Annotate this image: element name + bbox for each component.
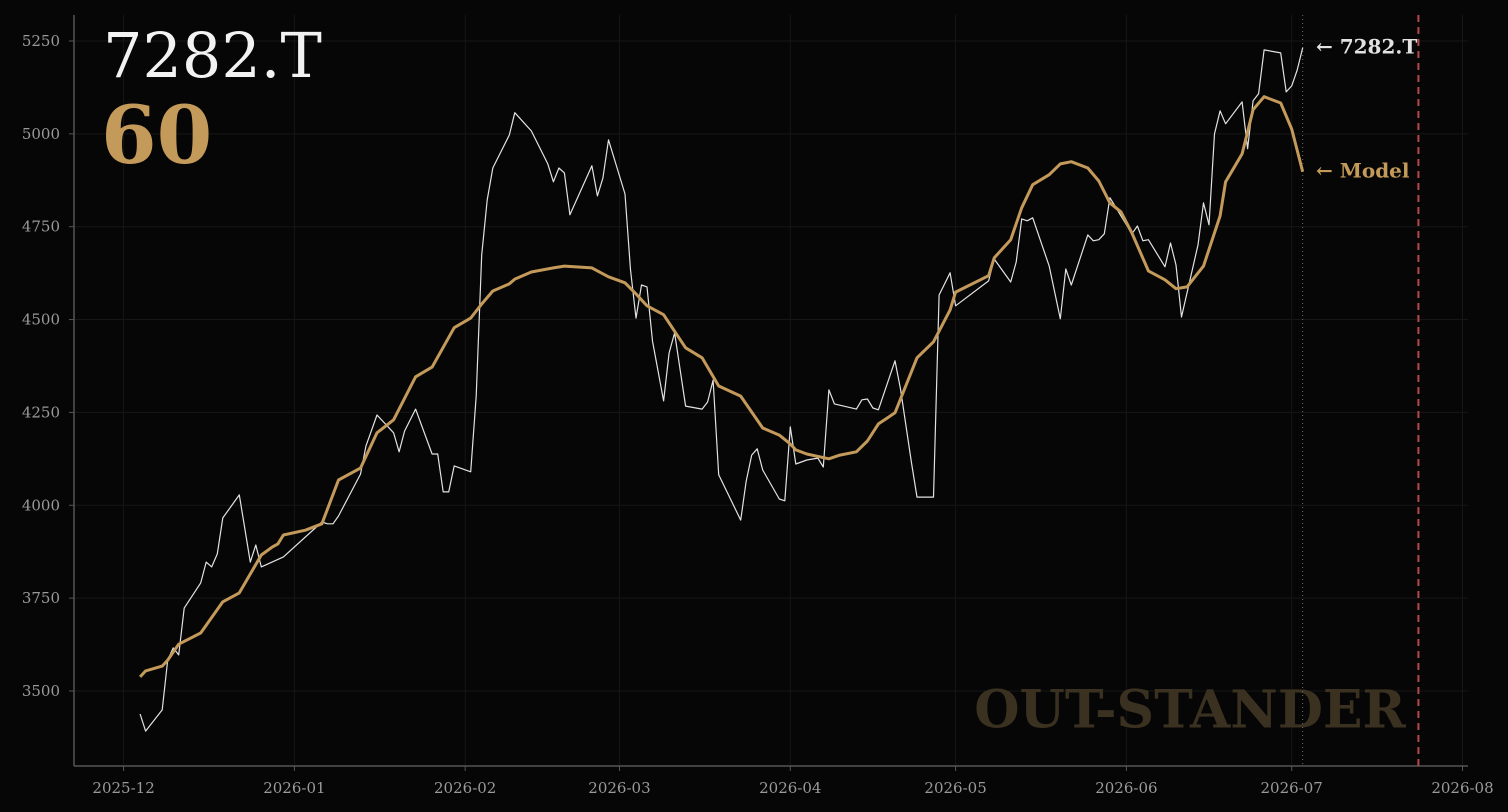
y-tick-label: 4250 [22, 403, 60, 421]
x-tick-label: 2026-07 [1261, 779, 1323, 797]
x-tick-label: 2026-04 [759, 779, 821, 797]
grid: 3500 3750 4000 4250 4500 4750 5000 5250 2025-12 2… [22, 15, 1494, 797]
x-tick-label: 2026-02 [434, 779, 496, 797]
end-label: ← Model [1316, 159, 1410, 183]
plot: ← 7282.T ← Model [138, 15, 1420, 766]
x-tick-label: 2026-06 [1095, 779, 1157, 797]
chart-title: 7282.T [103, 19, 322, 92]
y-tick-label: 4750 [22, 218, 60, 236]
end-label: ← 7282.T [1316, 35, 1417, 59]
y-tick-label: 3750 [22, 589, 60, 607]
y-tick-label: 4500 [22, 311, 60, 329]
x-tick-label: 2026-05 [924, 779, 986, 797]
x-tick-label: 2026-01 [263, 779, 325, 797]
y-tick-label: 5000 [22, 125, 60, 143]
y-tick-label: 5250 [22, 32, 60, 50]
y-tick-label: 4000 [22, 496, 60, 514]
headline-score: 60 [101, 88, 212, 182]
x-tick-label: 2026-08 [1431, 779, 1493, 797]
y-tick-label: 3500 [22, 682, 60, 700]
series-line [139, 47, 1304, 732]
series-line [138, 95, 1305, 678]
watermark: OUT-STANDER [974, 680, 1406, 741]
x-tick-label: 2026-03 [588, 779, 650, 797]
x-tick-label: 2025-12 [92, 779, 154, 797]
